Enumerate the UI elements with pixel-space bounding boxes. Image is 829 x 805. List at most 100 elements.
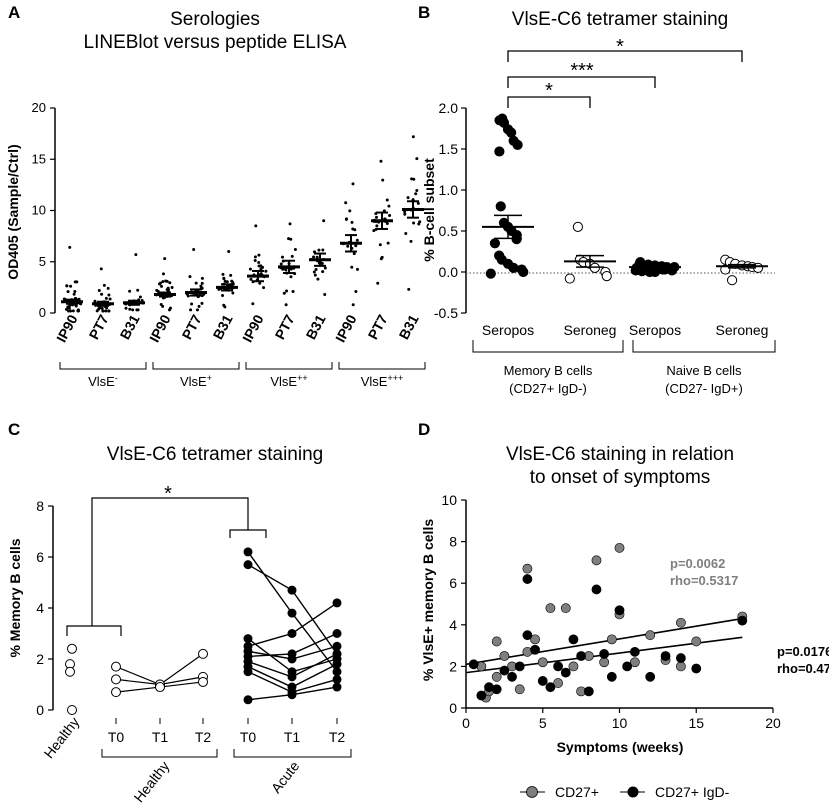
panel-a-category-label: PT7 xyxy=(178,312,204,342)
panel-a-point xyxy=(379,159,383,163)
panel-a-point xyxy=(354,290,358,294)
panel-a-point xyxy=(285,289,289,293)
legend-cd27igd-marker xyxy=(627,786,639,798)
panel-c-acute-point xyxy=(332,682,342,692)
panel-b-category-label: Seropos xyxy=(629,322,681,338)
panel-a-point xyxy=(404,232,408,236)
panel-a-point xyxy=(351,227,355,231)
panel-d-point xyxy=(499,665,510,676)
panel-a-point xyxy=(134,253,138,257)
panel-a-point xyxy=(164,279,168,283)
panel-a-group-label: VlsE- xyxy=(88,373,118,389)
panel-b-ytick-label: 1.5 xyxy=(439,141,459,157)
panel-a-point xyxy=(136,308,140,312)
panel-d-point xyxy=(476,690,487,701)
panel-a-point xyxy=(161,272,165,276)
panel-a-point xyxy=(323,266,327,270)
panel-a-title: Serologies xyxy=(170,9,260,30)
panel-c-ytick-label: 8 xyxy=(36,498,44,514)
panel-a-point xyxy=(77,297,81,301)
panel-b-category-label: Seroneg xyxy=(564,322,617,338)
panel-c-acute-point xyxy=(332,641,342,651)
panel-a-point xyxy=(346,244,350,248)
panel-a-point xyxy=(93,299,97,303)
panel-d-stat2-p: p=0.0176 xyxy=(777,644,829,659)
panel-d-subtitle: to onset of symptoms xyxy=(530,467,711,488)
panel-d-point xyxy=(591,584,602,595)
panel-a-point xyxy=(227,250,231,253)
panel-a-point xyxy=(194,281,198,285)
panel-a-point xyxy=(415,188,419,192)
panel-a-point xyxy=(107,293,111,297)
panel-a-point xyxy=(352,252,356,256)
panel-d-xtick-label: 15 xyxy=(688,715,704,731)
panel-d-xtick-label: 10 xyxy=(612,715,628,731)
panel-c-ylabel: % Memory B cells xyxy=(7,538,23,657)
panel-a-point xyxy=(71,309,75,313)
panel-a-group-label: VlsE+ xyxy=(180,373,212,389)
panel-a-point xyxy=(350,220,354,224)
panel-d-point xyxy=(691,636,702,647)
panel-a-point xyxy=(128,307,132,311)
panel-d-point xyxy=(645,671,656,682)
panel-d-point xyxy=(537,657,548,668)
panel-a-point xyxy=(321,270,325,274)
panel-d-title: VlsE-C6 staining in relation xyxy=(506,444,734,465)
panel-d-point xyxy=(606,671,617,682)
panel-d-point xyxy=(491,671,502,682)
panel-d-point xyxy=(629,657,640,668)
panel-a-point xyxy=(138,295,142,299)
panel-a-point xyxy=(99,267,103,271)
panel-b-significance: * *** * xyxy=(507,36,743,108)
panel-a-point xyxy=(411,135,415,139)
panel-d-point xyxy=(522,563,533,574)
panel-b-sig-2: *** xyxy=(570,60,594,82)
panel-a-point xyxy=(166,286,170,290)
panel-a-point xyxy=(107,309,111,313)
panel-d-xlabel: Symptoms (weeks) xyxy=(557,739,684,755)
panel-c-acute-point xyxy=(243,547,253,557)
panel-a-point xyxy=(406,196,410,200)
panel-d-point xyxy=(691,663,702,674)
panel-b-point xyxy=(589,262,600,273)
panel-a-point xyxy=(102,283,106,287)
panel-a-point xyxy=(168,281,172,285)
panel-a-point xyxy=(409,239,413,243)
panel-c-ytick-label: 0 xyxy=(36,702,44,718)
legend-cd27-marker xyxy=(526,786,538,798)
panel-d-stat1-rho: rho=0.5317 xyxy=(670,573,738,588)
panel-b-point xyxy=(489,238,501,249)
panel-a-point xyxy=(372,229,376,233)
panel-a-point xyxy=(160,284,164,288)
panel-c-healthy-long-point xyxy=(111,687,121,698)
panel-c-acute-point xyxy=(287,629,297,638)
panel-d-point xyxy=(553,678,563,688)
panel-a-point xyxy=(258,281,262,285)
panel-c-acute-point xyxy=(332,674,342,684)
panel-d-xtick-label: 5 xyxy=(539,715,547,731)
panel-a-point xyxy=(104,309,108,313)
panel-a-point xyxy=(156,290,160,294)
panel-a-point xyxy=(355,238,359,242)
panel-d-ytick-label: 6 xyxy=(449,575,457,591)
panel-a-point xyxy=(351,182,355,186)
panel-d-point xyxy=(576,651,587,661)
panel-a-category-label: PT7 xyxy=(364,312,390,342)
panel-a-point xyxy=(321,248,325,252)
panel-c-group-label: Acute xyxy=(268,758,303,796)
panel-a-ytick-label: 10 xyxy=(32,203,46,218)
panel-d-point xyxy=(599,649,610,659)
panel-a-point xyxy=(95,309,99,313)
panel-d-letter: D xyxy=(418,420,430,439)
panel-a-point xyxy=(188,275,192,279)
panel-b-point xyxy=(494,146,505,157)
panel-a-point xyxy=(168,306,172,310)
panel-c-acute-point xyxy=(243,667,253,677)
panel-b-letter: B xyxy=(418,3,430,22)
panel-a-point xyxy=(222,303,226,307)
panel-a-point xyxy=(197,304,201,308)
panel-a-point xyxy=(254,224,258,228)
panel-b-ytick-label: 1.0 xyxy=(439,182,459,198)
panel-a-point xyxy=(163,257,167,261)
panel-a-point xyxy=(161,304,165,308)
